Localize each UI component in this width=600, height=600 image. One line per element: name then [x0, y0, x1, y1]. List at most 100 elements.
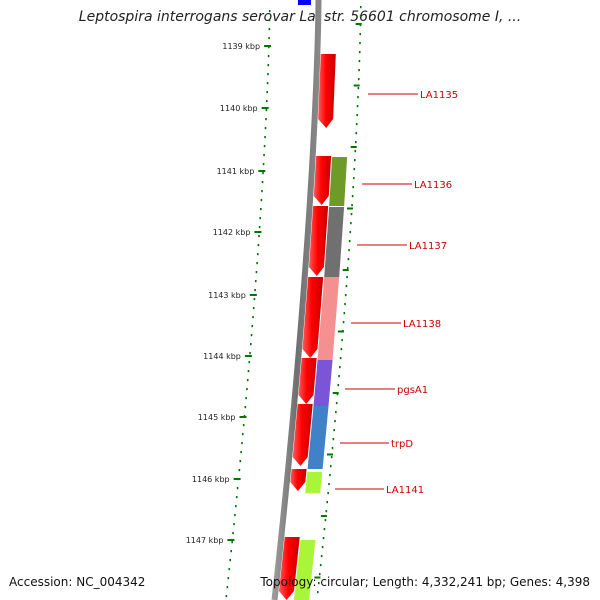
- ruler-dot: [345, 285, 348, 288]
- ruler-dot: [318, 573, 321, 576]
- gene-track: [278, 54, 336, 600]
- gene-arrow: [308, 206, 329, 276]
- ruler-dot: [357, 96, 359, 99]
- accession-text: Accession: NC_004342: [9, 575, 146, 589]
- ruler-dot: [359, 6, 362, 9]
- ruler-dot: [248, 361, 251, 364]
- ruler-dot: [333, 429, 335, 432]
- ruler-dot: [258, 235, 260, 238]
- ruler-dot: [353, 168, 356, 171]
- ruler-dot: [242, 424, 245, 427]
- gene-label: LA1136: [414, 180, 452, 191]
- ruler-dot: [354, 141, 357, 144]
- map-title: Leptospira interrogans serovar Lai str. …: [78, 9, 522, 25]
- ruler-dot: [262, 172, 264, 175]
- ruler-dot: [329, 474, 331, 477]
- ruler-dot: [235, 496, 238, 499]
- ruler-dot: [250, 334, 253, 337]
- ruler-tick: [332, 392, 339, 394]
- ruler-dot: [235, 505, 237, 508]
- ruler-dot: [352, 186, 355, 189]
- gene-labels: LA1135 LA1136 LA1137 LA1138 pgsA1 trpD LA1141: [335, 90, 458, 496]
- ruler-dot: [266, 91, 269, 94]
- kbp-label: 1143 kbp: [208, 291, 246, 300]
- ruler-dot: [332, 438, 335, 441]
- kbp-tick: [233, 478, 241, 480]
- cog-block: [305, 472, 323, 493]
- ruler-dot: [268, 37, 270, 40]
- ruler-tick: [326, 453, 333, 456]
- kbp-tick: [264, 45, 272, 47]
- ruler-dot: [268, 10, 271, 13]
- ruler-dot: [244, 406, 247, 409]
- gene-arrow: [290, 469, 307, 491]
- ruler-dot: [254, 280, 257, 283]
- ruler-dot: [349, 231, 352, 234]
- ruler-dot: [347, 258, 350, 261]
- gene-arrow: [302, 277, 324, 358]
- ruler-dot: [356, 114, 358, 117]
- ruler-dot: [358, 69, 360, 72]
- ruler-dot: [335, 402, 338, 405]
- ruler-dot: [351, 195, 354, 198]
- cog-block: [313, 360, 333, 406]
- kbp-tick: [261, 107, 269, 109]
- gene-label: pgsA1: [397, 385, 428, 396]
- ruler-dot: [259, 217, 262, 220]
- ruler-dot: [350, 213, 353, 216]
- ruler-dot: [348, 249, 350, 252]
- ruler-dot: [229, 559, 232, 562]
- ruler-dot: [231, 541, 233, 544]
- ruler-dot: [230, 550, 232, 553]
- kbp-label: 1146 kbp: [192, 475, 230, 484]
- genome-summary-text: Topology: circular; Length: 4,332,241 bp…: [260, 575, 590, 589]
- ruler-dot: [353, 159, 356, 162]
- ruler-dot: [263, 145, 266, 148]
- ruler-dot: [335, 411, 337, 414]
- ruler-dot: [317, 582, 320, 585]
- ruler-dot: [337, 384, 340, 387]
- ruler-dot: [260, 199, 263, 202]
- ruler-dot: [355, 123, 358, 126]
- ruler-dot: [327, 492, 329, 495]
- cog-block: [317, 277, 340, 360]
- ruler-tick: [337, 330, 344, 333]
- ruler-dot: [232, 532, 234, 535]
- gene-arrow: [298, 358, 317, 404]
- ruler-dot: [225, 595, 228, 598]
- kbp-label: 1140 kbp: [220, 104, 258, 113]
- gene-label: trpD: [391, 439, 413, 450]
- ruler-tick: [353, 84, 360, 87]
- ruler-tick: [350, 146, 357, 148]
- kbp-tick: [227, 539, 235, 541]
- gene-arrow: [292, 404, 313, 466]
- ruler-dot: [321, 546, 324, 549]
- kbp-tick: [244, 355, 252, 357]
- ruler-dot: [265, 118, 267, 121]
- ruler-dot: [344, 294, 347, 297]
- ruler-dot: [254, 289, 256, 292]
- ruler-dot: [249, 343, 252, 346]
- ruler-dot: [268, 28, 271, 31]
- kbp-label: 1147 kbp: [186, 536, 224, 545]
- ruler-dot: [359, 24, 362, 27]
- ruler-dot: [339, 357, 342, 360]
- ruler-dot: [351, 204, 353, 207]
- ruler-tick: [346, 207, 353, 210]
- ruler-dot: [241, 442, 243, 445]
- ruler-dot: [344, 303, 346, 306]
- ruler-dot: [238, 469, 241, 472]
- ruler-dot: [359, 42, 361, 45]
- ruler-dot: [331, 447, 334, 450]
- ruler-dot: [246, 379, 249, 382]
- ruler-dot: [339, 366, 341, 369]
- ruler-tick: [320, 515, 327, 517]
- ruler-dot: [261, 190, 263, 193]
- kbp-tick: [254, 231, 262, 233]
- ruler-dot: [328, 483, 330, 486]
- ruler-tick: [314, 576, 321, 579]
- ruler-dot: [341, 339, 343, 342]
- ruler-dot: [268, 19, 271, 22]
- ruler-dot: [342, 321, 345, 324]
